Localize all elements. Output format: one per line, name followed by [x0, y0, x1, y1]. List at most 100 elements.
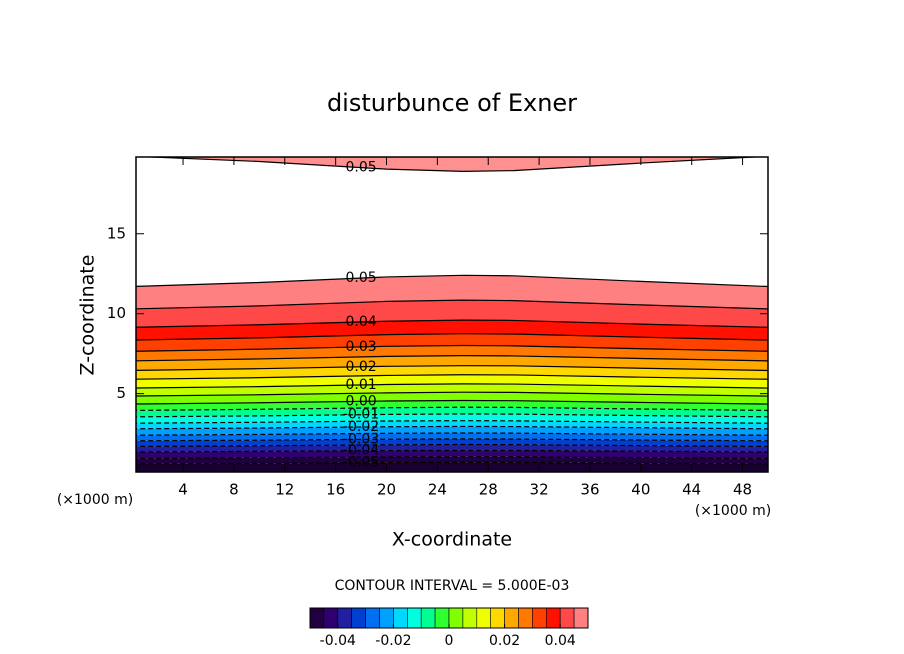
colorbar-segment: [309, 607, 325, 629]
contour-line: [136, 374, 768, 380]
contour-fill: [136, 333, 768, 352]
contour-fill: [136, 450, 768, 459]
contour-line: [136, 344, 768, 352]
contour-label: 0.02: [345, 359, 376, 375]
contour-label: -0.04: [343, 443, 379, 459]
contour-fill: [136, 413, 768, 424]
colorbar-segment: [532, 607, 547, 629]
contour-fill: [136, 462, 768, 472]
contour-fill: [136, 438, 768, 447]
colorbar-segment: [559, 607, 575, 629]
colorbar-segment: [518, 607, 533, 629]
contour-label: 0.03: [345, 339, 376, 355]
plot-frame: [135, 156, 769, 473]
contour-fill: [136, 426, 768, 436]
contour-label: -0.05: [343, 455, 379, 471]
contour-fill: [136, 355, 768, 371]
x-tick-label: 20: [377, 481, 396, 499]
colorbar-segment: [545, 607, 561, 629]
x-tick-label: 12: [275, 481, 294, 499]
contour-fill: [136, 400, 768, 411]
contour-fill: [136, 383, 768, 397]
contour-line: [136, 299, 768, 310]
contour-line: [136, 461, 768, 465]
contour-line: [136, 399, 768, 405]
colorbar-segment: [337, 607, 352, 629]
contour-label: 0.04: [345, 314, 376, 330]
contour-line: [136, 319, 768, 328]
contour-line: [136, 391, 768, 397]
colorbar-segment: [434, 607, 450, 629]
colorbar-segment: [393, 607, 408, 629]
contour-fill: [136, 365, 768, 380]
contour-interval: CONTOUR INTERVAL = 5.000E-03: [335, 578, 570, 594]
x-tick-label: 40: [631, 481, 650, 499]
colorbar-segment: [379, 607, 394, 629]
contour-fill: [151, 157, 754, 172]
colorbar-tick-label: 0.04: [545, 633, 576, 649]
x-tick-label: 44: [682, 481, 701, 499]
contour-fill: [136, 444, 768, 453]
contour-line: [136, 413, 768, 418]
x-unit-label: (×1000 m): [695, 503, 771, 519]
contour-line: [136, 274, 768, 288]
x-tick-label: 8: [229, 481, 239, 499]
x-tick-label: 24: [428, 481, 447, 499]
contour-label: 0.05: [345, 270, 376, 286]
contour-fill: [136, 374, 768, 389]
x-tick-label: 32: [530, 481, 549, 499]
contour-fill: [136, 275, 768, 309]
y-unit-label: (×1000 m): [57, 492, 133, 508]
contour-line: [136, 443, 768, 448]
contour-fill: [136, 320, 768, 341]
contour-fill: [136, 392, 768, 405]
contour-label: -0.03: [343, 431, 379, 447]
y-tick-label: 10: [107, 304, 126, 322]
contour-label: -0.01: [343, 407, 379, 423]
contour-label: -0.02: [343, 419, 379, 435]
contour-fill: [136, 456, 768, 465]
contour-fill: [136, 407, 768, 417]
colorbar-segment: [406, 607, 422, 629]
x-axis-label: X-coordinate: [392, 529, 512, 551]
colorbar-segment: [476, 607, 491, 629]
colorbar-segment: [504, 607, 519, 629]
colorbar-tick-label: 0.02: [489, 633, 520, 649]
contour-line: [136, 333, 768, 341]
contour-line: [136, 383, 768, 389]
colorbar-segment: [351, 607, 366, 629]
contour-fill: [136, 420, 768, 429]
x-tick-label: 28: [479, 481, 498, 499]
contour-label: 0.05: [345, 160, 376, 176]
colorbar-segment: [448, 607, 464, 629]
colorbar-segment: [462, 607, 478, 629]
colorbar-tick-label: -0.02: [375, 633, 411, 649]
contour-line: [136, 420, 768, 424]
x-tick-label: 36: [580, 481, 599, 499]
x-tick-label: 4: [178, 481, 188, 499]
y-tick-label: 15: [107, 224, 126, 242]
contour-line: [136, 456, 768, 460]
y-axis-label: Z-coordinate: [77, 255, 99, 376]
contour-line: [136, 438, 768, 442]
colorbar-tick-label: -0.04: [320, 633, 356, 649]
chart-title: disturbunce of Exner: [327, 89, 577, 117]
contour-label: 0.00: [345, 393, 376, 409]
colorbar-segment: [573, 607, 589, 629]
contour-label: 0.01: [345, 377, 376, 393]
colorbar-segment: [323, 607, 339, 629]
contour-line: [136, 354, 768, 362]
contour-line: [136, 406, 768, 412]
contour-line: [136, 425, 768, 430]
colorbar-segment: [490, 607, 505, 629]
x-tick-label: 16: [326, 481, 345, 499]
contour-line: [136, 432, 768, 436]
contour-line: [136, 449, 768, 453]
colorbar-segment: [420, 607, 436, 629]
colorbar-segment: [365, 607, 380, 629]
x-tick-label: 48: [733, 481, 752, 499]
contour-fill: [136, 432, 768, 441]
y-tick-label: 5: [116, 384, 126, 402]
contour-fill: [136, 345, 768, 361]
